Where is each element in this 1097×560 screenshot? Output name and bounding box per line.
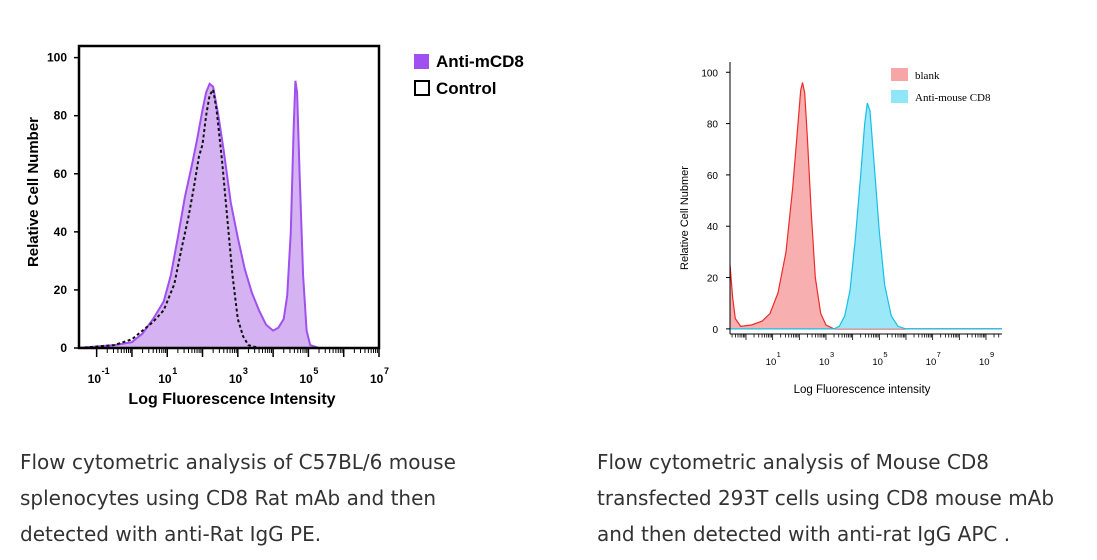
series-line-anti-mouse-cd8: [730, 102, 1002, 330]
x-tick-label-base: 10: [370, 372, 384, 386]
x-tick-label-base: 10: [766, 357, 777, 368]
legend-swatch-blank: [891, 68, 908, 81]
left-plot-area: [78, 80, 379, 349]
y-tick-label: 100: [47, 51, 67, 65]
right-plot-area: [729, 82, 1002, 330]
series-line-control: [78, 86, 379, 349]
right-legend: blank Anti-mouse CD8: [891, 68, 991, 104]
x-tick-label-exponent: 5: [883, 350, 887, 359]
caption-left-line: Flow cytometric analysis of C57BL/6 mous…: [20, 450, 456, 474]
series-line-blank: [729, 82, 1002, 330]
x-tick-label-exponent: 3: [243, 366, 248, 376]
y-tick-label: 40: [707, 222, 719, 233]
left-legend: Anti-mCD8 Control: [414, 52, 524, 98]
y-tick-label: 0: [60, 341, 67, 355]
caption-left-line: detected with anti-Rat IgG PE.: [20, 522, 322, 546]
x-tick-label-base: 10: [926, 357, 937, 368]
x-tick-label-base: 10: [872, 357, 883, 368]
right-y-ticks: 0 20 40 60 80 100: [701, 68, 730, 336]
x-tick-label-base: 10: [158, 372, 172, 386]
x-tick-label-exponent: 5: [313, 366, 318, 376]
y-tick-label: 60: [54, 167, 68, 181]
caption-right-line: transfected 293T cells using CD8 mouse m…: [597, 486, 1055, 510]
legend-swatch-control: [414, 80, 430, 96]
caption-left: Flow cytometric analysis of C57BL/6 mous…: [20, 444, 500, 552]
caption-left-line: splenocytes using CD8 Rat mAb and then: [20, 486, 437, 510]
x-tick-label-base: 10: [229, 372, 243, 386]
x-tick-label-base: 10: [979, 357, 990, 368]
left-y-ticks: 0 20 40 60 80 100: [47, 51, 79, 355]
x-tick-label-base: 10: [299, 372, 313, 386]
y-tick-label: 40: [54, 225, 68, 239]
caption-right-line: Flow cytometric analysis of Mouse CD8: [597, 450, 989, 474]
x-tick-label-exponent: 1: [172, 366, 177, 376]
x-tick-label-base: 10: [88, 372, 102, 386]
right-x-axis-label: Log Fluorescence intensity: [794, 384, 931, 396]
legend-label-blank: blank: [915, 70, 940, 82]
series-line-anti-mcd8: [78, 80, 379, 349]
legend-label-anti-mouse-cd8: Anti-mouse CD8: [915, 92, 991, 104]
x-tick-label-exponent: 3: [830, 350, 834, 359]
right-y-axis-label: Relative Cell Nubmer: [679, 166, 691, 270]
y-tick-label: 0: [712, 325, 718, 336]
x-tick-label-exponent: 1: [777, 350, 781, 359]
x-tick-label-exponent: 9: [990, 350, 994, 359]
left-y-axis-label: Relative Cell Number: [25, 117, 42, 267]
left-axes-frame: [77, 44, 381, 350]
x-tick-label-exponent: -1: [102, 366, 110, 376]
series-fill-anti-mouse-cd8: [730, 103, 1002, 329]
y-tick-label: 100: [701, 68, 718, 79]
legend-swatch-anti-mouse-cd8: [891, 90, 908, 103]
x-tick-label-base: 10: [819, 357, 830, 368]
caption-right-line: and then detected with anti-rat IgG APC …: [597, 522, 1011, 546]
caption-right: Flow cytometric analysis of Mouse CD8 tr…: [597, 444, 1087, 552]
series-fill-anti-mcd8: [79, 80, 379, 349]
y-tick-label: 20: [707, 274, 719, 285]
y-tick-label: 60: [707, 171, 719, 182]
y-tick-label: 20: [54, 283, 68, 297]
legend-label-anti-mcd8: Anti-mCD8: [436, 52, 524, 71]
x-tick-label-exponent: 7: [937, 350, 941, 359]
x-tick-label-exponent: 7: [384, 366, 389, 376]
y-tick-label: 80: [707, 120, 719, 131]
left-x-axis-label: Log Fluorescence Intensity: [128, 391, 335, 408]
legend-swatch-anti-mcd8: [414, 54, 429, 69]
series-fill-blank: [730, 82, 1002, 329]
y-tick-label: 80: [54, 109, 68, 123]
legend-label-control: Control: [436, 79, 496, 98]
